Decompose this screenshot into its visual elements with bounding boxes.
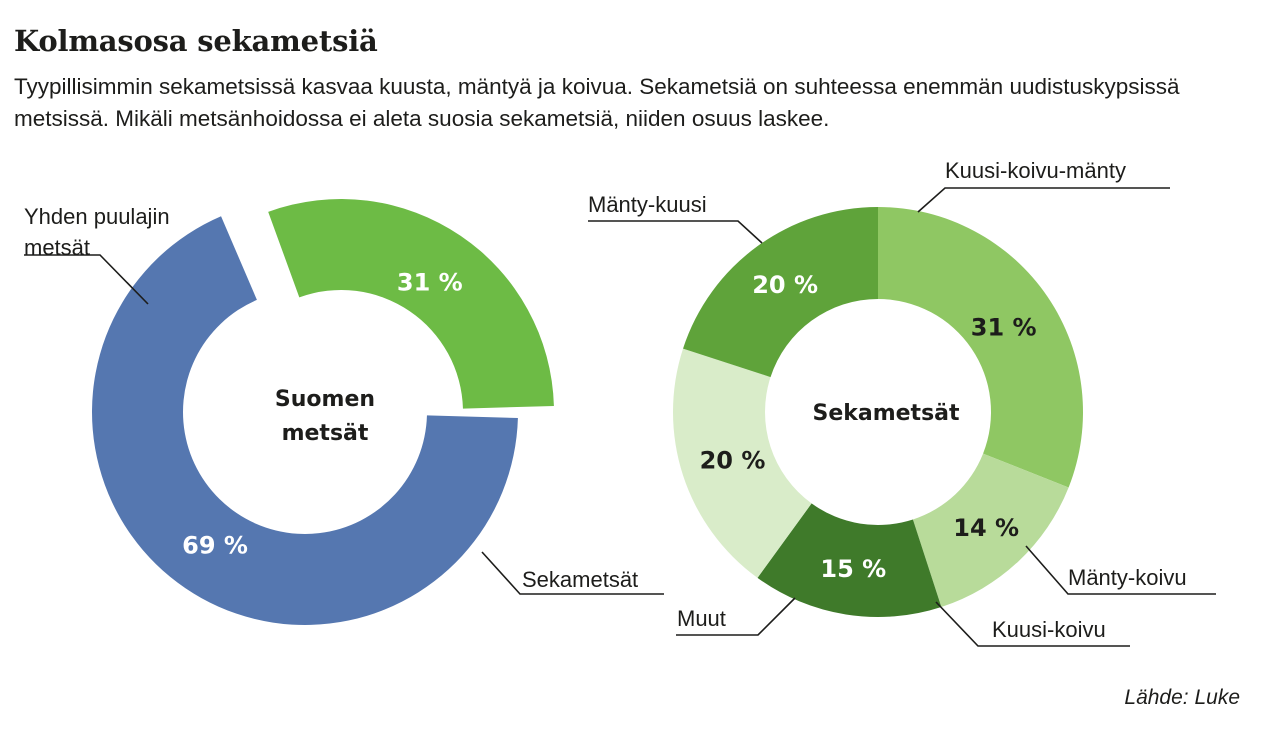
slice-category-label: Yhden puulajin metsät bbox=[24, 204, 170, 260]
donut-center-label: Sekametsät bbox=[812, 401, 960, 426]
leader-line bbox=[676, 597, 796, 636]
slice-value-label: 15 % bbox=[820, 555, 886, 583]
slice-category-label-line: Sekametsät bbox=[522, 567, 638, 592]
slice-value-label: 14 % bbox=[953, 514, 1019, 542]
donut-center-label: Suomen bbox=[275, 387, 375, 412]
slice-category-label-line: Yhden puulajin bbox=[24, 204, 170, 229]
slice-category-label: Sekametsät bbox=[522, 567, 638, 592]
chart-subtitle: Tyypillisimmin sekametsissä kasvaa kuust… bbox=[14, 74, 1180, 131]
slice-mänty-koivu bbox=[912, 453, 1069, 607]
slice-value-label: 69 % bbox=[182, 531, 248, 559]
leader-line bbox=[24, 254, 149, 305]
slice-category-label: Kuusi-koivu-mänty bbox=[945, 158, 1126, 183]
slice-category-label: Kuusi-koivu bbox=[992, 617, 1106, 642]
slice-value-label: 31 % bbox=[971, 314, 1037, 342]
slice-value-label: 20 % bbox=[752, 271, 818, 299]
slice-category-label-line: Mänty-koivu bbox=[1068, 565, 1187, 590]
slice-category-label-line: Kuusi-koivu-mänty bbox=[945, 158, 1126, 183]
slice-kuusi-koivu bbox=[757, 503, 942, 617]
slice-category-label-line: Mänty-kuusi bbox=[588, 192, 707, 217]
slice-category-label-line: Muut bbox=[677, 606, 726, 631]
slice-value-label: 31 % bbox=[397, 268, 463, 296]
slice-sekametsät bbox=[268, 199, 554, 409]
slice-muut bbox=[672, 348, 812, 578]
slice-kuusi-koivu-mänty bbox=[878, 207, 1083, 488]
slice-category-label-line: metsät bbox=[24, 235, 90, 260]
slice-value-label: 20 % bbox=[700, 446, 766, 474]
donut-chart-2: 31 % Kuusi-koivu-mänty 14 % Mänty-koivu 15 %… bbox=[588, 158, 1216, 647]
leader-line bbox=[917, 187, 1170, 213]
slice-mänty-kuusi bbox=[683, 207, 878, 378]
slice-category-label: Mänty-koivu bbox=[1068, 565, 1187, 590]
slice-category-label-line: Kuusi-koivu bbox=[992, 617, 1106, 642]
donut-chart-1: 69 % Yhden puulajin metsät 31 % Sekametsät Su… bbox=[24, 199, 664, 625]
chart-title: Kolmasosa sekametsiä bbox=[14, 24, 378, 58]
slice-yhden-puulajin-metsät bbox=[92, 216, 518, 625]
leader-line bbox=[588, 220, 763, 244]
source-note: Lähde: Luke bbox=[1124, 686, 1240, 709]
leader-line bbox=[481, 551, 664, 595]
leader-line bbox=[935, 601, 1130, 647]
slice-category-label: Mänty-kuusi bbox=[588, 192, 707, 217]
slice-category-label: Muut bbox=[677, 606, 726, 631]
donut-center-label: metsät bbox=[282, 421, 369, 446]
leader-line bbox=[1025, 545, 1216, 595]
